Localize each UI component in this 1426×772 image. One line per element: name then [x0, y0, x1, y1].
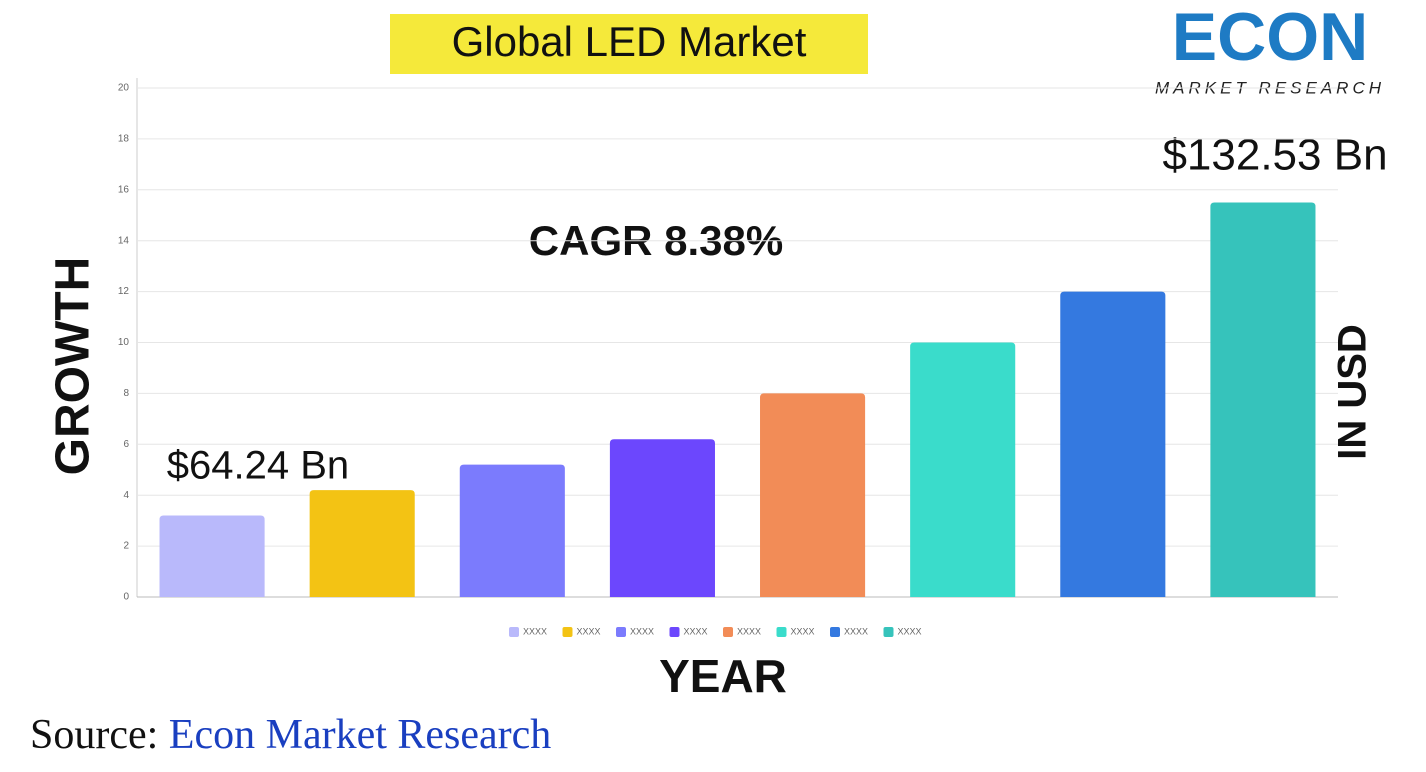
bar: [1210, 202, 1316, 597]
legend-label: XXXX: [737, 626, 761, 636]
y-tick-label: 18: [118, 134, 130, 145]
source: Source: Econ Market Research: [30, 712, 551, 758]
legend-swatch: [562, 627, 573, 637]
legend-label: XXXX: [791, 626, 815, 636]
y2-axis-label: IN USD: [1331, 324, 1375, 460]
legend-swatch: [616, 627, 626, 637]
y-axis-label: GROWTH: [47, 257, 100, 476]
legend-swatch: [776, 627, 787, 637]
y-tick-label: 2: [123, 541, 129, 552]
y-tick-label: 20: [118, 83, 130, 94]
legend-swatch: [509, 627, 519, 637]
chart-title: Global LED Market: [452, 18, 807, 65]
bar: [159, 515, 265, 597]
y-tick-label: 4: [123, 490, 129, 501]
legend-label: XXXX: [844, 626, 868, 636]
y-tick-label: 6: [123, 439, 129, 450]
x-axis-label: YEAR: [659, 650, 787, 702]
bar: [1060, 291, 1166, 597]
legend-swatch: [669, 627, 680, 637]
bar: [459, 464, 565, 597]
source-name: Econ Market Research: [169, 712, 552, 758]
legend-label: XXXX: [684, 626, 708, 636]
y-tick-label: 0: [123, 592, 129, 603]
legend-label: XXXX: [523, 626, 547, 636]
legend-label: XXXX: [898, 626, 922, 636]
annotation: $132.53 Bn: [1162, 131, 1387, 180]
bar: [309, 490, 415, 597]
legend-label: XXXX: [577, 626, 601, 636]
bar: [910, 342, 1016, 597]
logo-brand: ECON: [1172, 0, 1368, 75]
bar: [760, 393, 866, 597]
legend-label: XXXX: [630, 626, 654, 636]
y-tick-label: 14: [118, 235, 130, 246]
y-tick-label: 10: [118, 337, 130, 348]
y-tick-label: 12: [118, 286, 130, 297]
title-highlight: [390, 14, 868, 74]
legend-swatch: [723, 627, 733, 637]
source-prefix: Source:: [30, 712, 158, 758]
y-tick-label: 8: [123, 388, 129, 399]
legend-swatch: [830, 627, 840, 637]
y-tick-label: 16: [118, 184, 130, 195]
bar: [609, 439, 715, 597]
annotation: $64.24 Bn: [167, 444, 349, 488]
legend-swatch: [883, 627, 894, 637]
